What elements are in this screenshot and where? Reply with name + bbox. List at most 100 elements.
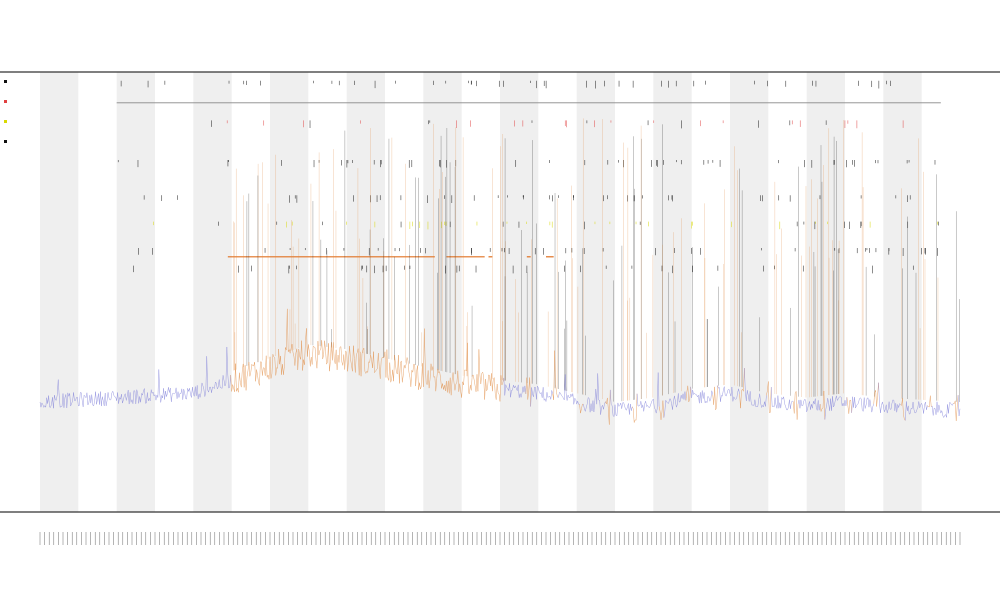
series-line-segment bbox=[803, 399, 805, 402]
series-line-segment bbox=[347, 359, 349, 372]
series-line-segment bbox=[880, 405, 882, 413]
series-line-segment bbox=[585, 407, 587, 412]
series-line-segment bbox=[796, 404, 799, 420]
series-line-segment bbox=[835, 395, 837, 400]
series-line-segment bbox=[698, 395, 700, 404]
series-line-segment bbox=[43, 405, 46, 408]
series-line-segment bbox=[236, 388, 238, 392]
plot-frame bbox=[0, 71, 1000, 513]
series-line-segment bbox=[720, 395, 722, 402]
series-line-segment bbox=[129, 392, 132, 403]
series-line-segment bbox=[588, 398, 591, 413]
series-line-segment bbox=[923, 404, 925, 414]
series-line-segment bbox=[506, 387, 508, 389]
series-line-segment bbox=[527, 390, 529, 400]
series-line-segment bbox=[59, 406, 62, 408]
series-line-segment bbox=[407, 360, 410, 373]
series-line-segment bbox=[142, 390, 144, 396]
series-line-segment bbox=[414, 364, 416, 387]
series-line-segment bbox=[783, 396, 785, 404]
series-line-segment bbox=[435, 378, 437, 392]
series-line-segment bbox=[439, 371, 441, 379]
series-line-segment bbox=[715, 407, 717, 410]
series-line-segment bbox=[272, 354, 275, 357]
series-line-segment bbox=[391, 369, 393, 379]
series-line-segment bbox=[798, 399, 801, 409]
series-line-segment bbox=[61, 393, 64, 407]
series-line-segment bbox=[814, 398, 816, 405]
series-line-segment bbox=[675, 401, 677, 408]
series-line-segment bbox=[52, 397, 54, 409]
series-line-segment bbox=[463, 370, 465, 386]
series-line-segment bbox=[731, 386, 734, 402]
series-line-segment bbox=[815, 398, 817, 408]
series-line-segment bbox=[132, 390, 135, 404]
series-line-segment bbox=[805, 400, 807, 412]
series-line-segment bbox=[572, 393, 575, 405]
series-lines bbox=[39, 308, 961, 425]
series-line-segment bbox=[668, 398, 670, 404]
series-line-segment bbox=[754, 399, 757, 407]
series-line-segment bbox=[661, 400, 664, 413]
series-line-segment bbox=[773, 397, 776, 407]
series-line-segment bbox=[600, 407, 602, 415]
series-line-segment bbox=[719, 387, 721, 402]
series-line-segment bbox=[469, 384, 471, 394]
series-line-segment bbox=[121, 394, 123, 404]
series-line-segment bbox=[560, 392, 562, 396]
series-line-segment bbox=[917, 401, 920, 408]
series-line-segment bbox=[79, 392, 81, 406]
series-line-segment bbox=[101, 396, 103, 407]
series-line-segment bbox=[656, 372, 659, 410]
series-line-segment bbox=[639, 401, 642, 406]
series-line-segment bbox=[894, 403, 897, 411]
series-line-segment bbox=[542, 387, 545, 401]
series-line-segment bbox=[876, 395, 878, 407]
series-line-segment bbox=[603, 404, 605, 410]
series-line-segment bbox=[495, 384, 498, 400]
series-line-segment bbox=[515, 385, 517, 389]
series-line-segment bbox=[837, 398, 839, 401]
series-line-segment bbox=[886, 409, 889, 414]
series-line-segment bbox=[877, 382, 879, 396]
series-line-segment bbox=[609, 389, 611, 425]
series-line-segment bbox=[478, 349, 481, 375]
series-line-segment bbox=[486, 388, 488, 391]
series-line-segment bbox=[206, 356, 208, 391]
series-line-segment bbox=[844, 400, 847, 406]
series-line-segment bbox=[654, 407, 656, 410]
series-line-segment bbox=[521, 386, 524, 394]
series-line-segment bbox=[138, 396, 140, 404]
shaded-band bbox=[653, 72, 692, 512]
series-line-segment bbox=[606, 397, 608, 404]
series-line-segment bbox=[879, 403, 881, 413]
series-line-segment bbox=[520, 393, 523, 398]
series-line-segment bbox=[360, 353, 363, 377]
series-line-segment bbox=[203, 389, 206, 397]
series-line-segment bbox=[750, 401, 753, 406]
series-line-segment bbox=[175, 387, 178, 399]
series-line-segment bbox=[628, 403, 630, 415]
series-line-segment bbox=[496, 383, 499, 393]
series-line-segment bbox=[613, 404, 616, 417]
series-line-segment bbox=[941, 410, 943, 416]
series-line-segment bbox=[144, 388, 146, 404]
series-line-segment bbox=[127, 390, 130, 405]
series-line-segment bbox=[942, 415, 944, 418]
series-line-segment bbox=[264, 355, 267, 376]
series-line-segment bbox=[173, 392, 175, 395]
series-line-segment bbox=[186, 388, 188, 400]
series-line-segment bbox=[610, 404, 613, 406]
series-line-segment bbox=[804, 398, 806, 401]
series-line-segment bbox=[663, 411, 666, 418]
series-line-segment bbox=[562, 396, 564, 398]
series-line-segment bbox=[546, 392, 549, 398]
series-line-segment bbox=[832, 396, 834, 407]
series-line-segment bbox=[492, 378, 494, 392]
series-line-segment bbox=[939, 409, 942, 414]
series-line-segment bbox=[609, 389, 612, 405]
series-line-segment bbox=[113, 395, 115, 397]
series-line-segment bbox=[736, 392, 738, 399]
series-line-segment bbox=[699, 392, 701, 404]
series-line-segment bbox=[856, 404, 858, 406]
